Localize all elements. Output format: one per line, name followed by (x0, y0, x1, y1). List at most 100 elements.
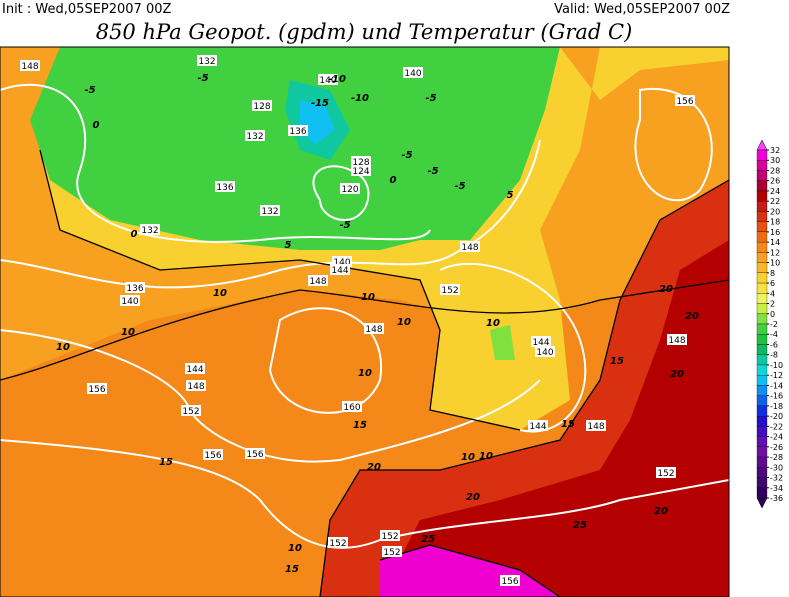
init-time: Init : Wed,05SEP2007 00Z (2, 2, 172, 17)
colorbar-swatch (756, 313, 768, 325)
colorbar-label: -4 (770, 330, 778, 339)
contour (0, 139, 541, 289)
colorbar-label: 32 (770, 146, 780, 155)
temperature-label: 5 (507, 190, 514, 201)
geopotential-label: 140 (333, 258, 350, 268)
temperature-label: 10 (56, 342, 70, 353)
colorbar-label: -28 (770, 453, 783, 462)
colorbar-label: -2 (770, 320, 778, 329)
temperature-label: 15 (353, 420, 367, 431)
colorbar-swatch (756, 446, 768, 458)
temperature-label: -10 (351, 93, 369, 104)
geopotential-label: 132 (198, 57, 215, 67)
geopotential-label-box (203, 449, 223, 460)
colorbar-label: -14 (770, 381, 783, 390)
geopotential-label: 136 (289, 127, 306, 137)
colorbar-swatch (756, 262, 768, 273)
colorbar-label: 22 (770, 197, 780, 206)
temp-cool-pocket (490, 325, 515, 360)
geopotential-label: 136 (216, 183, 233, 193)
colorbar-swatch (756, 180, 768, 192)
temperature-label: 15 (285, 564, 299, 575)
geopotential-label: 140 (319, 76, 336, 86)
colorbar-swatch (756, 272, 768, 284)
temperature-label: 20 (466, 492, 480, 503)
colorbar-label: -10 (770, 361, 783, 370)
geopotential-label: 148 (587, 422, 604, 432)
colorbar-swatch (756, 160, 768, 171)
geopotential-label: 132 (246, 132, 263, 142)
geopotential-label: 152 (329, 539, 346, 549)
geopotential-label: 148 (668, 336, 685, 346)
geopotential-label: 152 (383, 548, 400, 558)
contour (439, 262, 587, 433)
temperature-label: -5 (454, 181, 465, 192)
contour (0, 329, 541, 463)
geopotential-label-box (186, 380, 206, 391)
geopotential-label-box (364, 323, 384, 334)
geopotential-label-box (675, 95, 695, 106)
geopotential-label: 156 (501, 577, 518, 587)
colorbar-swatch (756, 252, 768, 263)
colorbar-label: 18 (770, 218, 780, 227)
geopotential-label: 140 (404, 69, 421, 79)
colorbar-swatch (756, 221, 768, 233)
temperature-label: 10 (361, 292, 375, 303)
colorbar-swatch (756, 170, 768, 181)
geopotential-label: 120 (341, 185, 358, 195)
geopotential-label-box (288, 125, 308, 136)
colorbar-label: 2 (770, 300, 775, 309)
geopotential-label: 128 (352, 158, 369, 168)
map-area (0, 47, 729, 597)
contour (268, 307, 383, 414)
temperature-label: 15 (159, 457, 173, 468)
colorbar-label: -18 (770, 402, 783, 411)
colorbar-swatch (756, 282, 768, 294)
temperature-label: 20 (659, 284, 673, 295)
geopotential-label: 132 (261, 207, 278, 217)
geopotential-label: 156 (204, 451, 221, 461)
geopotential-label: 148 (309, 277, 326, 287)
colorbar-label: 14 (770, 238, 780, 247)
geopotential-label-box (340, 183, 360, 194)
temperature-label: -5 (401, 150, 412, 161)
colorbar-swatch (756, 477, 768, 488)
temperature-label: 20 (654, 506, 668, 517)
isotherm (319, 179, 729, 597)
temperature-label: 0 (390, 175, 397, 186)
colorbar-swatch (756, 395, 768, 407)
geopotential-label: 148 (461, 243, 478, 253)
colorbar-label: 30 (770, 156, 780, 165)
geopotential-label-box (531, 336, 551, 347)
temperature-label: 20 (670, 369, 684, 380)
colorbar-label: -12 (770, 371, 783, 380)
geopotential-label: 140 (121, 297, 138, 307)
temperature-label: -5 (339, 220, 350, 231)
colorbar-swatch (756, 303, 768, 314)
colorbar-swatch (756, 190, 768, 202)
temperature-label: 10 (358, 368, 372, 379)
colorbar-label: -30 (770, 463, 783, 472)
colorbar-swatch (756, 426, 768, 437)
colorbar-swatch (756, 211, 768, 222)
geopotential-label-box (440, 284, 460, 295)
temperature-contours (0, 149, 729, 597)
colorbar-label: -16 (770, 392, 783, 401)
temperature-label: 25 (573, 520, 587, 531)
temperature-label: 10 (397, 317, 411, 328)
colorbar-label: 20 (770, 207, 780, 216)
temp-coldest (300, 100, 335, 145)
colorbar-label: 24 (770, 187, 780, 196)
geopotential-label-box (20, 60, 40, 71)
geopotential-label-box (87, 383, 107, 394)
colorbar-swatch (756, 344, 768, 355)
colorbar-swatch (756, 487, 768, 499)
geopotential-label-box (382, 546, 402, 557)
colorbar-swatch (756, 467, 768, 478)
geopotential-label-box (318, 74, 338, 85)
colorbar-swatch (756, 405, 768, 417)
temperature-label: -5 (197, 73, 208, 84)
contour (0, 439, 729, 549)
colorbar-label: 26 (770, 177, 780, 186)
